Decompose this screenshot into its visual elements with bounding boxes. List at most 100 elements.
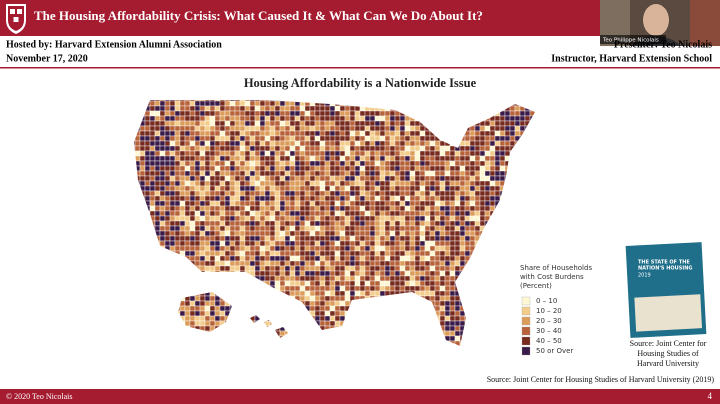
- county: [174, 315, 181, 322]
- county: [269, 115, 276, 122]
- county: [304, 130, 311, 137]
- county: [204, 155, 211, 162]
- county: [339, 180, 346, 187]
- county: [429, 220, 436, 227]
- county: [349, 245, 356, 252]
- county: [214, 135, 221, 142]
- county: [299, 175, 306, 182]
- county: [169, 320, 176, 327]
- county: [339, 150, 346, 157]
- county: [354, 120, 361, 127]
- county: [204, 240, 211, 247]
- county: [194, 160, 201, 167]
- county: [149, 230, 156, 237]
- county: [284, 185, 291, 192]
- county: [394, 130, 401, 137]
- county: [529, 255, 535, 262]
- county: [509, 235, 516, 242]
- county: [484, 175, 491, 182]
- county: [534, 165, 535, 172]
- county: [409, 150, 416, 157]
- county: [394, 285, 401, 292]
- county: [344, 215, 351, 222]
- county: [134, 340, 141, 346]
- county: [399, 175, 406, 182]
- county: [209, 325, 216, 332]
- county: [329, 195, 336, 202]
- county: [474, 270, 481, 277]
- county: [529, 155, 535, 162]
- county: [154, 145, 161, 152]
- county: [149, 280, 156, 287]
- county: [469, 245, 476, 252]
- county: [279, 295, 286, 302]
- county: [449, 120, 456, 127]
- county: [519, 105, 526, 112]
- county: [174, 205, 181, 212]
- county: [294, 210, 301, 217]
- county: [364, 335, 371, 342]
- county: [329, 140, 336, 147]
- county: [289, 145, 296, 152]
- county: [469, 120, 476, 127]
- county: [184, 270, 191, 277]
- county: [309, 290, 316, 297]
- county: [159, 325, 166, 332]
- county: [314, 165, 321, 172]
- county: [519, 235, 526, 242]
- county: [329, 305, 336, 312]
- county: [484, 140, 491, 147]
- county: [449, 185, 456, 192]
- county: [249, 170, 256, 177]
- county: [399, 300, 406, 307]
- county: [169, 290, 176, 297]
- county: [424, 130, 431, 137]
- county: [214, 120, 221, 127]
- county: [189, 200, 196, 207]
- county: [199, 245, 206, 252]
- county: [319, 245, 326, 252]
- county: [229, 325, 236, 332]
- county: [429, 195, 436, 202]
- county: [339, 240, 346, 247]
- county: [524, 235, 531, 242]
- county: [349, 125, 356, 132]
- county: [349, 150, 356, 157]
- county: [229, 315, 236, 322]
- county: [144, 235, 151, 242]
- county: [169, 220, 176, 227]
- county: [484, 250, 491, 257]
- county: [344, 145, 351, 152]
- county: [429, 105, 436, 112]
- county: [444, 110, 451, 117]
- county: [409, 120, 416, 127]
- county: [219, 160, 226, 167]
- county: [459, 220, 466, 227]
- county: [279, 240, 286, 247]
- county: [259, 110, 266, 117]
- county: [409, 210, 416, 217]
- county: [194, 135, 201, 142]
- county: [264, 155, 271, 162]
- county: [304, 195, 311, 202]
- county: [199, 155, 206, 162]
- county: [519, 165, 526, 172]
- county: [194, 295, 201, 302]
- county: [269, 220, 276, 227]
- county: [339, 280, 346, 287]
- county: [224, 125, 231, 132]
- county: [349, 135, 356, 142]
- county: [324, 125, 331, 132]
- county: [169, 125, 176, 132]
- county: [524, 245, 531, 252]
- county: [389, 140, 396, 147]
- county: [309, 300, 316, 307]
- county: [149, 170, 156, 177]
- county: [319, 345, 326, 346]
- county: [149, 195, 156, 202]
- county: [474, 125, 481, 132]
- county: [164, 345, 171, 346]
- county: [334, 155, 341, 162]
- county: [239, 255, 246, 262]
- county: [134, 110, 141, 117]
